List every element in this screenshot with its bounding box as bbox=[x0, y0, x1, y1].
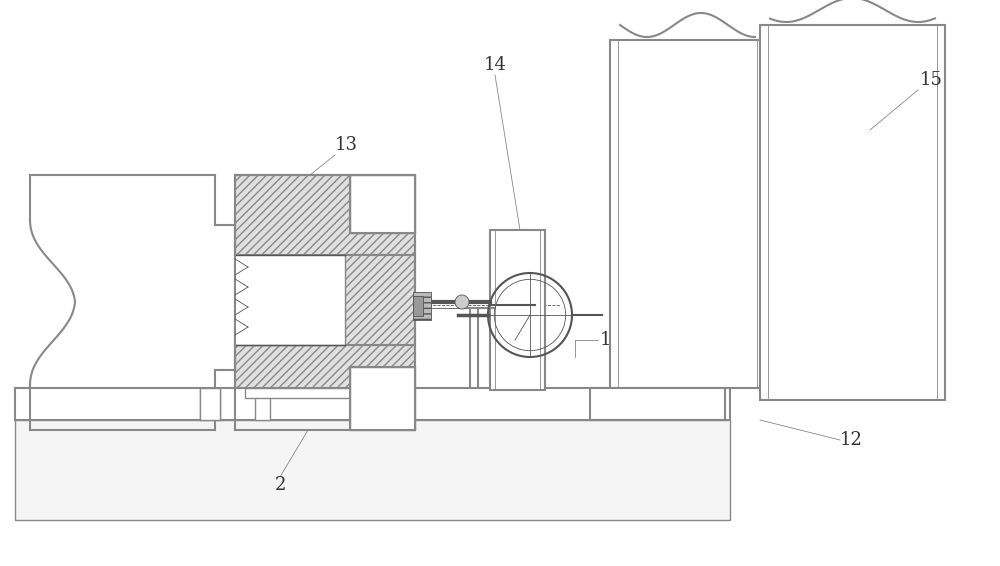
Bar bbox=[413, 296, 423, 316]
Bar bbox=[610, 40, 765, 388]
Text: 13: 13 bbox=[335, 136, 358, 154]
Bar bbox=[235, 255, 345, 345]
Text: 14: 14 bbox=[484, 56, 506, 74]
Text: 2: 2 bbox=[274, 476, 286, 494]
Bar bbox=[590, 388, 725, 420]
Bar bbox=[235, 345, 415, 430]
Bar bbox=[350, 367, 415, 430]
Text: 1: 1 bbox=[600, 331, 612, 349]
Bar bbox=[255, 388, 270, 420]
Bar bbox=[236, 256, 344, 344]
Bar bbox=[15, 420, 730, 520]
Bar bbox=[413, 292, 431, 320]
Bar bbox=[345, 255, 415, 345]
Bar bbox=[350, 175, 415, 233]
Bar bbox=[245, 388, 410, 398]
Bar bbox=[235, 175, 415, 255]
Bar bbox=[760, 25, 945, 400]
Bar bbox=[200, 388, 220, 420]
Text: 15: 15 bbox=[920, 71, 943, 89]
Circle shape bbox=[455, 295, 469, 309]
Text: 12: 12 bbox=[840, 431, 863, 449]
Bar bbox=[490, 230, 545, 390]
Bar bbox=[385, 388, 400, 420]
Bar bbox=[15, 388, 730, 420]
